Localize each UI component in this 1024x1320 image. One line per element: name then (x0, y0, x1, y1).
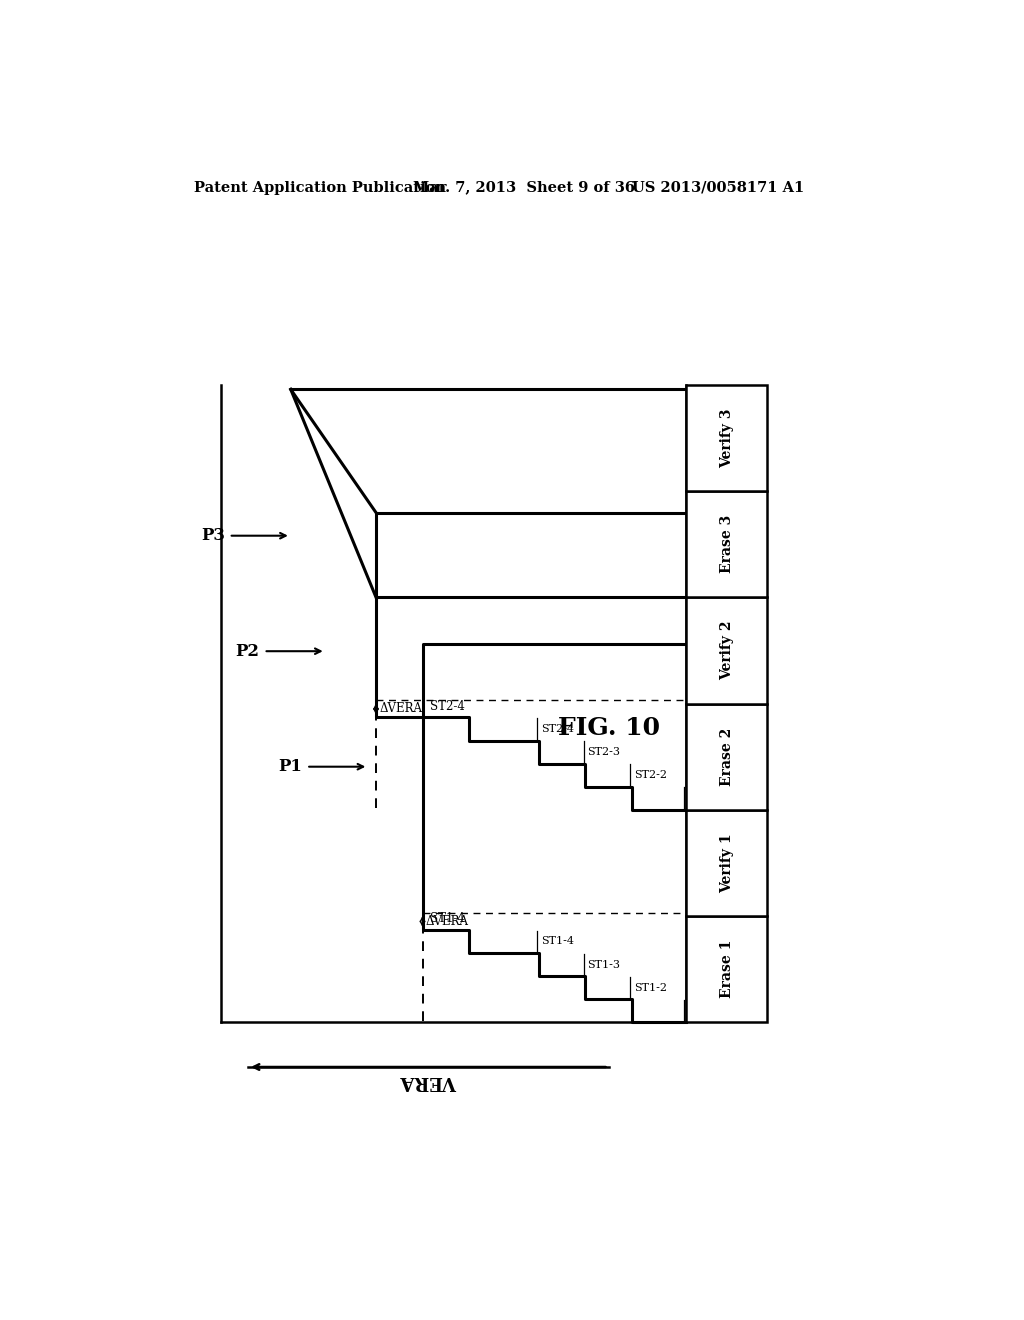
Text: Erase 2: Erase 2 (720, 727, 733, 785)
Text: ST1-4: ST1-4 (541, 936, 574, 946)
Bar (686, 916, 767, 1022)
Text: Verify 1: Verify 1 (720, 833, 733, 892)
Text: ST2-4: ST2-4 (430, 700, 465, 713)
Text: Verify 2: Verify 2 (720, 620, 733, 680)
Text: ST2-3: ST2-3 (588, 747, 621, 758)
Text: ST2-4: ST2-4 (541, 723, 574, 734)
Text: ST1-1: ST1-1 (688, 1006, 721, 1016)
Text: P2: P2 (236, 643, 260, 660)
Text: Mar. 7, 2013  Sheet 9 of 36: Mar. 7, 2013 Sheet 9 of 36 (414, 181, 635, 194)
Text: Patent Application Publication: Patent Application Publication (194, 181, 445, 194)
Text: ST2-2: ST2-2 (634, 770, 667, 780)
Text: Verify 3: Verify 3 (720, 408, 733, 467)
Bar (686, 704, 767, 810)
Text: ΔVERA: ΔVERA (426, 915, 469, 928)
Text: ST1-2: ST1-2 (634, 982, 667, 993)
Bar (686, 385, 767, 491)
Text: ST1-3: ST1-3 (588, 960, 621, 970)
Text: ΔVERA: ΔVERA (379, 702, 422, 715)
Text: Erase 3: Erase 3 (720, 515, 733, 573)
Text: P3: P3 (201, 527, 225, 544)
Text: Erase 1: Erase 1 (720, 940, 733, 998)
Text: ST2-1: ST2-1 (688, 793, 721, 804)
Bar (686, 810, 767, 916)
Text: US 2013/0058171 A1: US 2013/0058171 A1 (632, 181, 804, 194)
Bar (686, 597, 767, 704)
Text: P1: P1 (279, 758, 302, 775)
Text: ST1-4: ST1-4 (430, 912, 465, 925)
Text: FIG. 10: FIG. 10 (557, 717, 659, 741)
Text: VERA: VERA (400, 1072, 457, 1090)
Bar (686, 491, 767, 598)
